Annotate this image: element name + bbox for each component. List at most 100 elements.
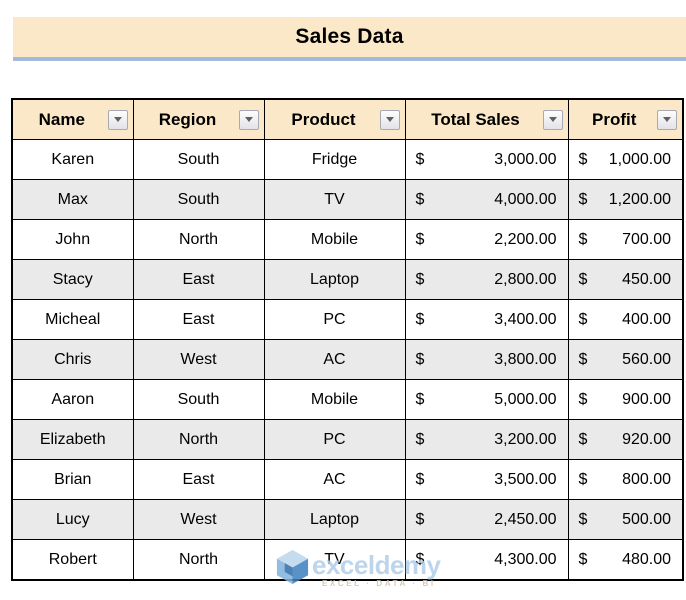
cell-total_sales[interactable]: $2,800.00 (404, 259, 569, 300)
profit-value: 1,000.00 (608, 150, 671, 168)
cell-name[interactable]: John (11, 219, 134, 260)
cell-profit[interactable]: $1,000.00 (567, 139, 684, 180)
filter-dropdown-button-region[interactable] (238, 109, 259, 130)
currency-symbol: $ (578, 390, 588, 408)
cell-product[interactable]: Mobile (263, 379, 406, 420)
cell-total_sales[interactable]: $3,400.00 (404, 299, 569, 340)
table-header: Name Region Product Total Sales Profit (11, 98, 684, 140)
cell-total_sales[interactable]: $4,000.00 (404, 179, 569, 220)
filter-dropdown-button-total_sales[interactable] (542, 109, 563, 130)
cell-product[interactable]: PC (263, 299, 406, 340)
cell-region[interactable]: South (132, 379, 265, 420)
cell-product[interactable]: AC (263, 339, 406, 380)
cell-region[interactable]: West (132, 339, 265, 380)
cell-product[interactable]: Fridge (263, 139, 406, 180)
cell-total_sales[interactable]: $3,500.00 (404, 459, 569, 500)
table-row: Micheal East PC $3,400.00 $400.00 (11, 299, 684, 340)
currency-symbol: $ (578, 350, 588, 368)
profit-value: 560.00 (622, 350, 671, 368)
cell-region[interactable]: North (132, 219, 265, 260)
profit-value: 800.00 (622, 470, 671, 488)
cell-profit[interactable]: $450.00 (567, 259, 684, 300)
cell-name[interactable]: Chris (11, 339, 134, 380)
cell-product[interactable]: TV (263, 179, 406, 220)
profit-value: 700.00 (622, 230, 671, 248)
column-header-product[interactable]: Product (263, 98, 406, 140)
cell-region[interactable]: South (132, 179, 265, 220)
chevron-down-icon (385, 117, 394, 122)
cell-region[interactable]: West (132, 499, 265, 540)
cell-name[interactable]: Robert (11, 539, 134, 581)
cell-total_sales[interactable]: $3,800.00 (404, 339, 569, 380)
cell-name[interactable]: Stacy (11, 259, 134, 300)
total_sales-value: 5,000.00 (494, 390, 557, 408)
table-body: Karen South Fridge $3,000.00 $1,000.00 Max Sou… (11, 139, 684, 581)
chevron-down-icon (244, 117, 253, 122)
cell-region[interactable]: South (132, 139, 265, 180)
cell-total_sales[interactable]: $2,450.00 (404, 499, 569, 540)
cell-profit[interactable]: $560.00 (567, 339, 684, 380)
table-row: Stacy East Laptop $2,800.00 $450.00 (11, 259, 684, 300)
cell-profit[interactable]: $1,200.00 (567, 179, 684, 220)
cell-name[interactable]: Max (11, 179, 134, 220)
cell-region[interactable]: East (132, 459, 265, 500)
cell-total_sales[interactable]: $4,300.00 (404, 539, 569, 581)
column-header-total_sales[interactable]: Total Sales (404, 98, 569, 140)
cell-product[interactable]: Laptop (263, 499, 406, 540)
cell-total_sales[interactable]: $3,000.00 (404, 139, 569, 180)
currency-symbol: $ (415, 230, 425, 248)
cell-profit[interactable]: $400.00 (567, 299, 684, 340)
cell-product[interactable]: TV (263, 539, 406, 581)
currency-symbol: $ (415, 550, 425, 568)
cell-name[interactable]: Elizabeth (11, 419, 134, 460)
profit-value: 400.00 (622, 310, 671, 328)
table-row: John North Mobile $2,200.00 $700.00 (11, 219, 684, 260)
filter-dropdown-button-product[interactable] (379, 109, 400, 130)
profit-value: 920.00 (622, 430, 671, 448)
cell-profit[interactable]: $800.00 (567, 459, 684, 500)
column-header-profit[interactable]: Profit (567, 98, 684, 140)
header-row: Name Region Product Total Sales Profit (11, 98, 684, 140)
cell-region[interactable]: North (132, 419, 265, 460)
table-row: Elizabeth North PC $3,200.00 $920.00 (11, 419, 684, 460)
column-header-region[interactable]: Region (132, 98, 265, 140)
filter-dropdown-button-name[interactable] (107, 109, 128, 130)
currency-symbol: $ (415, 270, 425, 288)
total_sales-value: 4,000.00 (494, 190, 557, 208)
cell-name[interactable]: Aaron (11, 379, 134, 420)
cell-name[interactable]: Brian (11, 459, 134, 500)
cell-product[interactable]: PC (263, 419, 406, 460)
currency-symbol: $ (578, 190, 588, 208)
table-row: Brian East AC $3,500.00 $800.00 (11, 459, 684, 500)
column-header-label: Region (158, 109, 217, 129)
profit-value: 500.00 (622, 510, 671, 528)
currency-symbol: $ (415, 310, 425, 328)
cell-name[interactable]: Lucy (11, 499, 134, 540)
cell-profit[interactable]: $920.00 (567, 419, 684, 460)
cell-region[interactable]: East (132, 259, 265, 300)
table-row: Max South TV $4,000.00 $1,200.00 (11, 179, 684, 220)
cell-total_sales[interactable]: $3,200.00 (404, 419, 569, 460)
filter-dropdown-button-profit[interactable] (657, 109, 677, 130)
table-row: Karen South Fridge $3,000.00 $1,000.00 (11, 139, 684, 180)
profit-value: 450.00 (622, 270, 671, 288)
column-header-label: Name (38, 109, 85, 129)
column-header-name[interactable]: Name (11, 98, 134, 140)
currency-symbol: $ (415, 350, 425, 368)
currency-symbol: $ (415, 150, 425, 168)
cell-product[interactable]: Laptop (263, 259, 406, 300)
cell-product[interactable]: AC (263, 459, 406, 500)
cell-profit[interactable]: $500.00 (567, 499, 684, 540)
cell-total_sales[interactable]: $5,000.00 (404, 379, 569, 420)
cell-profit[interactable]: $900.00 (567, 379, 684, 420)
cell-region[interactable]: North (132, 539, 265, 581)
cell-region[interactable]: East (132, 299, 265, 340)
cell-profit[interactable]: $480.00 (567, 539, 684, 581)
cell-product[interactable]: Mobile (263, 219, 406, 260)
cell-profit[interactable]: $700.00 (567, 219, 684, 260)
cell-total_sales[interactable]: $2,200.00 (404, 219, 569, 260)
table-row: Lucy West Laptop $2,450.00 $500.00 (11, 499, 684, 540)
cell-name[interactable]: Micheal (11, 299, 134, 340)
currency-symbol: $ (415, 510, 425, 528)
cell-name[interactable]: Karen (11, 139, 134, 180)
